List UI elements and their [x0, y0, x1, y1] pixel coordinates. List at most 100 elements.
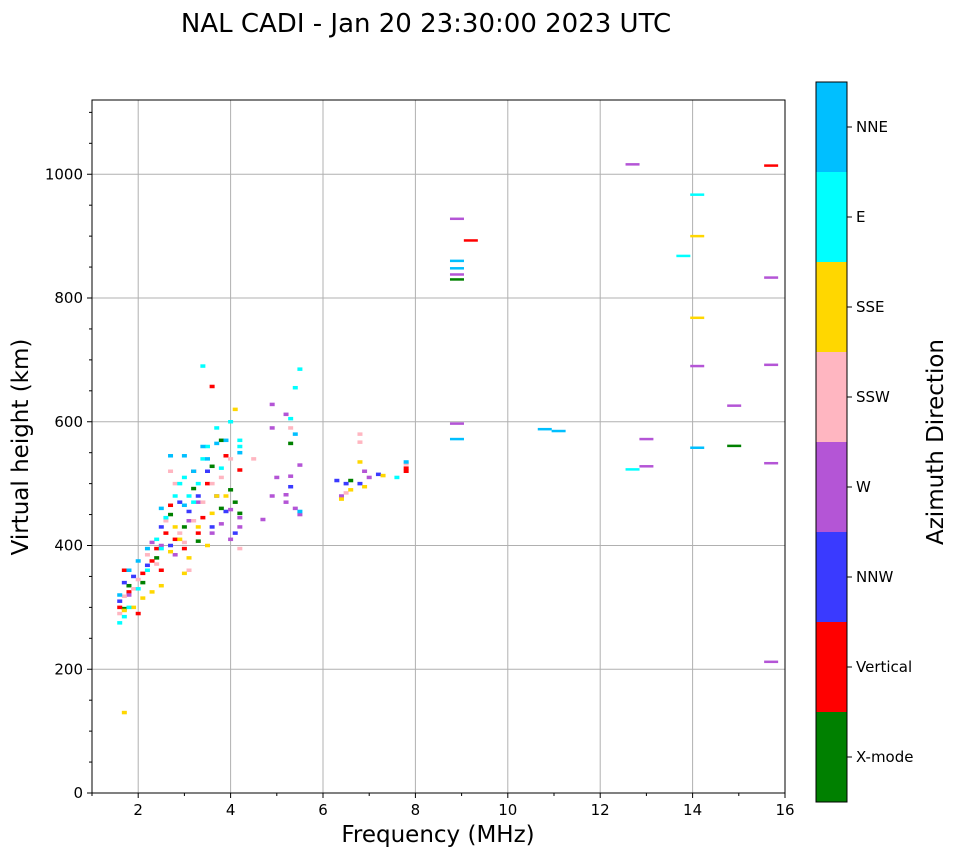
colorbar-segment — [816, 712, 847, 802]
echo-point — [177, 537, 183, 542]
echo-point — [181, 475, 187, 480]
y-tick-label: 800 — [54, 289, 83, 307]
echo-point — [117, 621, 123, 625]
echo-point — [288, 474, 294, 478]
echo-point — [154, 537, 160, 542]
echo-point — [537, 427, 552, 431]
echo-point — [228, 420, 234, 424]
echo-point — [348, 488, 354, 492]
echo-point — [228, 457, 234, 461]
echo-point — [126, 593, 132, 597]
echo-point — [214, 426, 220, 430]
echo-point — [366, 475, 372, 480]
echo-point — [288, 426, 294, 430]
echo-point — [274, 475, 280, 480]
echo-point — [158, 568, 164, 572]
echo-point — [186, 494, 192, 498]
echo-point — [403, 460, 409, 464]
echo-point — [375, 472, 381, 477]
echo-point — [117, 593, 123, 597]
echo-point — [140, 580, 146, 585]
x-axis: 2 4 6 8 10 12 14 16 — [91, 793, 795, 819]
colorbar-segment — [816, 82, 847, 172]
series-nnw — [117, 469, 381, 603]
echo-point — [158, 583, 164, 588]
echo-point — [205, 543, 210, 548]
echo-point — [135, 577, 141, 582]
echo-point — [121, 594, 127, 598]
echo-point — [639, 437, 654, 441]
colorbar-tick-label: W — [856, 478, 871, 496]
echo-point — [200, 364, 206, 368]
y-axis: 0 200 400 600 800 1000 — [45, 111, 92, 802]
echo-point — [625, 468, 640, 471]
echo-point — [228, 488, 234, 492]
echo-point — [357, 481, 363, 486]
echo-point — [394, 475, 400, 480]
series-w — [126, 163, 779, 664]
echo-point — [237, 444, 243, 449]
echo-point — [205, 481, 210, 486]
echo-point — [334, 478, 340, 483]
echo-point — [168, 549, 174, 554]
echo-point — [181, 454, 187, 458]
echo-point — [195, 525, 201, 529]
echo-point — [727, 404, 742, 407]
echo-point — [168, 503, 174, 508]
echo-point — [135, 559, 141, 563]
echo-point — [181, 503, 187, 508]
y-tick-label: 0 — [73, 784, 83, 802]
echo-point — [764, 164, 779, 167]
echo-point — [181, 540, 187, 545]
echo-point — [283, 412, 289, 417]
echo-point — [140, 596, 146, 600]
echo-point — [195, 531, 201, 535]
echo-point — [690, 446, 705, 449]
echo-point — [117, 605, 123, 610]
echo-point — [163, 515, 169, 520]
echo-point — [292, 385, 298, 390]
echo-point — [237, 450, 243, 455]
echo-point — [343, 481, 349, 486]
plot-frame — [91, 99, 786, 794]
series-nne — [117, 259, 705, 597]
echo-point — [209, 384, 215, 389]
x-tick-label: 8 — [411, 801, 421, 819]
echo-point — [251, 457, 257, 461]
echo-point — [362, 469, 368, 473]
echo-point — [154, 556, 160, 560]
echo-point — [237, 546, 243, 551]
echo-point — [126, 583, 132, 588]
echo-point — [121, 608, 127, 613]
x-tick-label: 2 — [133, 801, 143, 819]
echo-point — [209, 464, 215, 469]
echo-point — [181, 546, 187, 551]
echo-point — [357, 432, 363, 436]
data-marks — [117, 163, 779, 715]
echo-point — [223, 494, 229, 498]
colorbar-tick-label: E — [856, 208, 865, 226]
echo-point — [237, 468, 243, 472]
echo-point — [131, 587, 137, 591]
echo-point — [195, 481, 201, 486]
echo-point — [218, 475, 224, 480]
echo-point — [232, 407, 238, 412]
echo-point — [209, 525, 215, 529]
echo-point — [135, 611, 141, 616]
echo-point — [283, 500, 289, 504]
echo-point — [117, 599, 123, 603]
echo-point — [338, 494, 344, 498]
echo-point — [449, 278, 464, 281]
echo-point — [223, 509, 229, 514]
echo-point — [237, 511, 243, 516]
echo-point — [205, 444, 210, 449]
echo-point — [449, 437, 464, 441]
echo-point — [172, 537, 178, 542]
echo-point — [380, 473, 386, 478]
y-tick-label: 400 — [54, 537, 83, 555]
colorbar-segment — [816, 442, 847, 532]
echo-point — [237, 515, 243, 520]
echo-point — [163, 519, 169, 523]
colorbar-segment — [816, 352, 847, 442]
echo-point — [297, 463, 303, 467]
